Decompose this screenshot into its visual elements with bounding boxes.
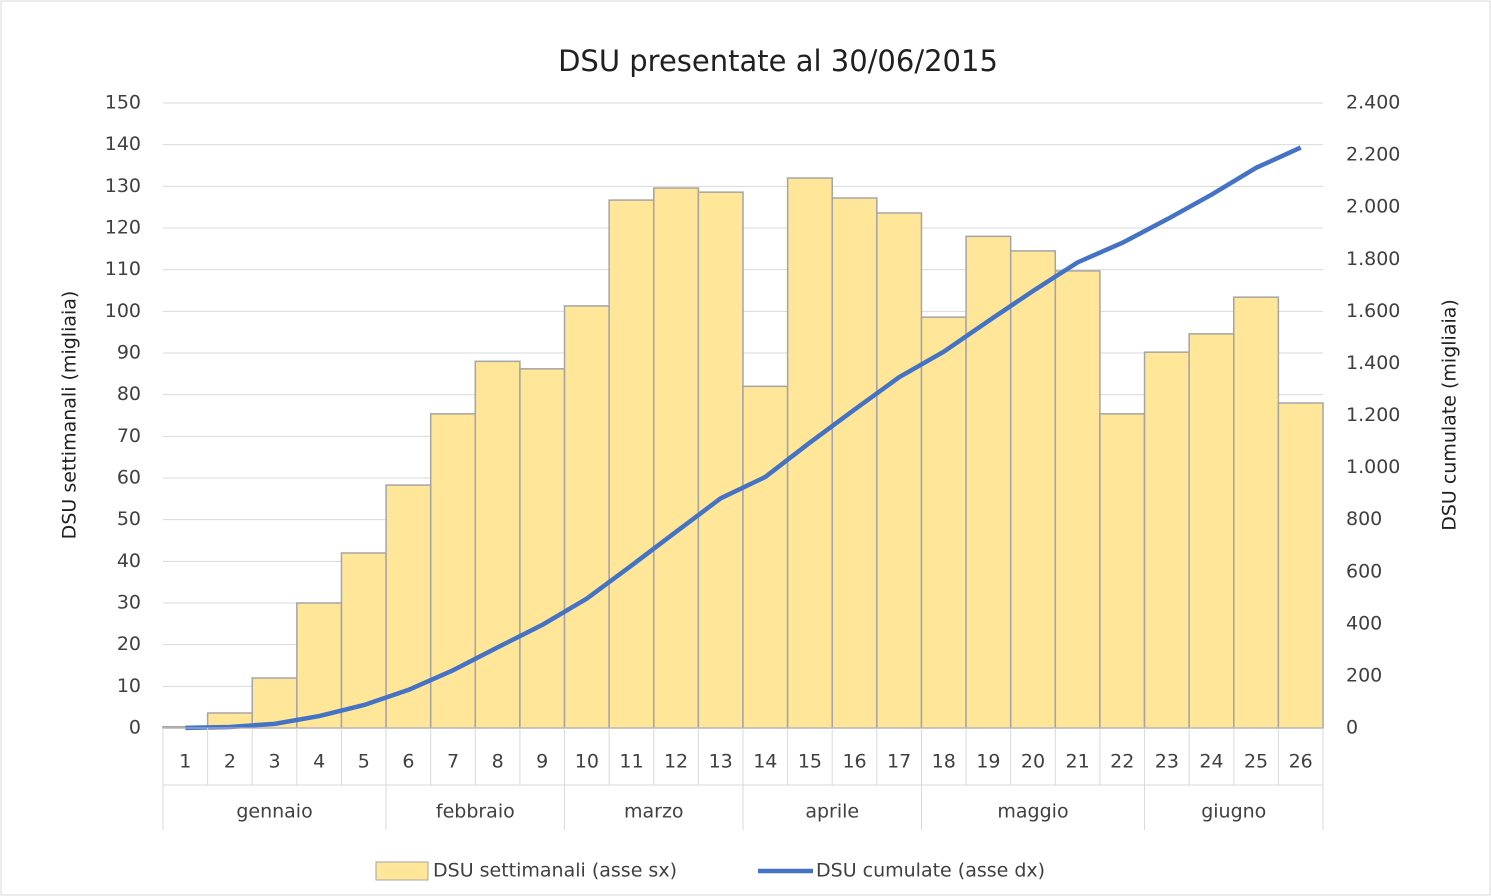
bar	[742, 385, 789, 729]
y2-tick-label: 1.800	[1346, 248, 1400, 270]
y-axis-title: DSU settimanali (migliaia)	[59, 291, 81, 540]
y-tick-label: 50	[117, 508, 141, 530]
y2-tick-label: 2.000	[1346, 196, 1400, 218]
bar	[1009, 250, 1057, 729]
x-tick-label: 16	[842, 751, 866, 773]
y-tick-label: 20	[117, 633, 141, 655]
group-label: gennaio	[236, 801, 312, 823]
y-tick-label: 40	[117, 550, 141, 572]
legend-swatch	[375, 861, 429, 881]
x-tick-label: 1	[179, 751, 191, 773]
y-tick-label: 140	[105, 133, 141, 155]
bar	[1099, 413, 1146, 729]
y-tick-label: 30	[117, 592, 141, 614]
x-tick-label: 22	[1110, 751, 1134, 773]
y2-tick-label: 0	[1346, 717, 1358, 739]
y-tick-label: 150	[105, 92, 141, 114]
bar	[296, 602, 343, 729]
x-tick-label: 9	[536, 751, 548, 773]
y2-tick-label: 1.000	[1346, 456, 1400, 478]
y2-tick-label: 400	[1346, 612, 1382, 634]
group-label: maggio	[997, 801, 1068, 823]
y2-tick-label: 800	[1346, 508, 1382, 530]
y2-tick-label: 1.400	[1346, 352, 1400, 374]
bar	[1277, 402, 1324, 729]
x-tick-label: 23	[1155, 751, 1179, 773]
legend-label: DSU cumulate (asse dx)	[816, 860, 1045, 882]
x-tick-label: 12	[664, 751, 688, 773]
group-label: febbraio	[436, 801, 515, 823]
bar	[474, 360, 521, 729]
bar	[1143, 351, 1190, 729]
x-tick-label: 19	[976, 751, 1000, 773]
line	[185, 145, 1302, 731]
y-tick-label: 80	[117, 383, 141, 405]
x-tick-label: 25	[1244, 751, 1268, 773]
y-tick-label: 120	[105, 217, 141, 239]
x-tick-label: 3	[268, 751, 280, 773]
x-tick-label: 11	[619, 751, 643, 773]
y2-tick-label: 2.200	[1346, 144, 1400, 166]
x-tick-label: 26	[1289, 751, 1313, 773]
bar	[1188, 333, 1235, 729]
bar	[697, 191, 744, 729]
bar	[920, 316, 967, 729]
bar	[653, 187, 700, 729]
y2-tick-label: 2.400	[1346, 92, 1400, 114]
y-tick-label: 130	[105, 175, 141, 197]
x-tick-label: 6	[402, 751, 414, 773]
y2-axis-title: DSU cumulate (migliaia)	[1439, 299, 1461, 531]
y-tick-label: 0	[129, 717, 141, 739]
y-tick-label: 100	[105, 300, 141, 322]
x-tick-label: 24	[1199, 751, 1223, 773]
x-tick-label: 4	[313, 751, 325, 773]
bar	[1233, 296, 1280, 729]
x-tick-label: 5	[358, 751, 370, 773]
y2-tick-label: 1.600	[1346, 300, 1400, 322]
y-tick-label: 90	[117, 342, 141, 364]
x-tick-label: 7	[447, 751, 459, 773]
x-tick-label: 13	[709, 751, 733, 773]
x-tick-label: 15	[798, 751, 822, 773]
y-tick-label: 70	[117, 425, 141, 447]
x-tick-label: 17	[887, 751, 911, 773]
chart-title: DSU presentate al 30/06/2015	[558, 44, 998, 78]
y2-tick-label: 1.200	[1346, 404, 1400, 426]
x-tick-label: 20	[1021, 751, 1045, 773]
bar	[1054, 270, 1101, 729]
bar	[876, 212, 923, 729]
group-label: marzo	[624, 801, 684, 823]
x-tick-label: 14	[753, 751, 777, 773]
group-label: aprile	[805, 801, 859, 823]
group-label: giugno	[1201, 801, 1266, 823]
bar	[251, 677, 298, 729]
x-tick-label: 18	[932, 751, 956, 773]
y2-tick-label: 600	[1346, 560, 1382, 582]
y2-tick-label: 200	[1346, 664, 1382, 686]
x-tick-label: 21	[1066, 751, 1090, 773]
legend-label: DSU settimanali (asse sx)	[433, 860, 677, 882]
x-tick-label: 2	[224, 751, 236, 773]
bar	[429, 413, 477, 729]
y-tick-label: 60	[117, 467, 141, 489]
bar	[608, 199, 655, 729]
y-tick-label: 110	[105, 258, 141, 280]
bar	[563, 305, 610, 729]
x-tick-label: 8	[492, 751, 504, 773]
y-tick-label: 10	[117, 675, 141, 697]
x-tick-label: 10	[575, 751, 599, 773]
bar	[519, 368, 566, 729]
bar	[831, 197, 878, 729]
